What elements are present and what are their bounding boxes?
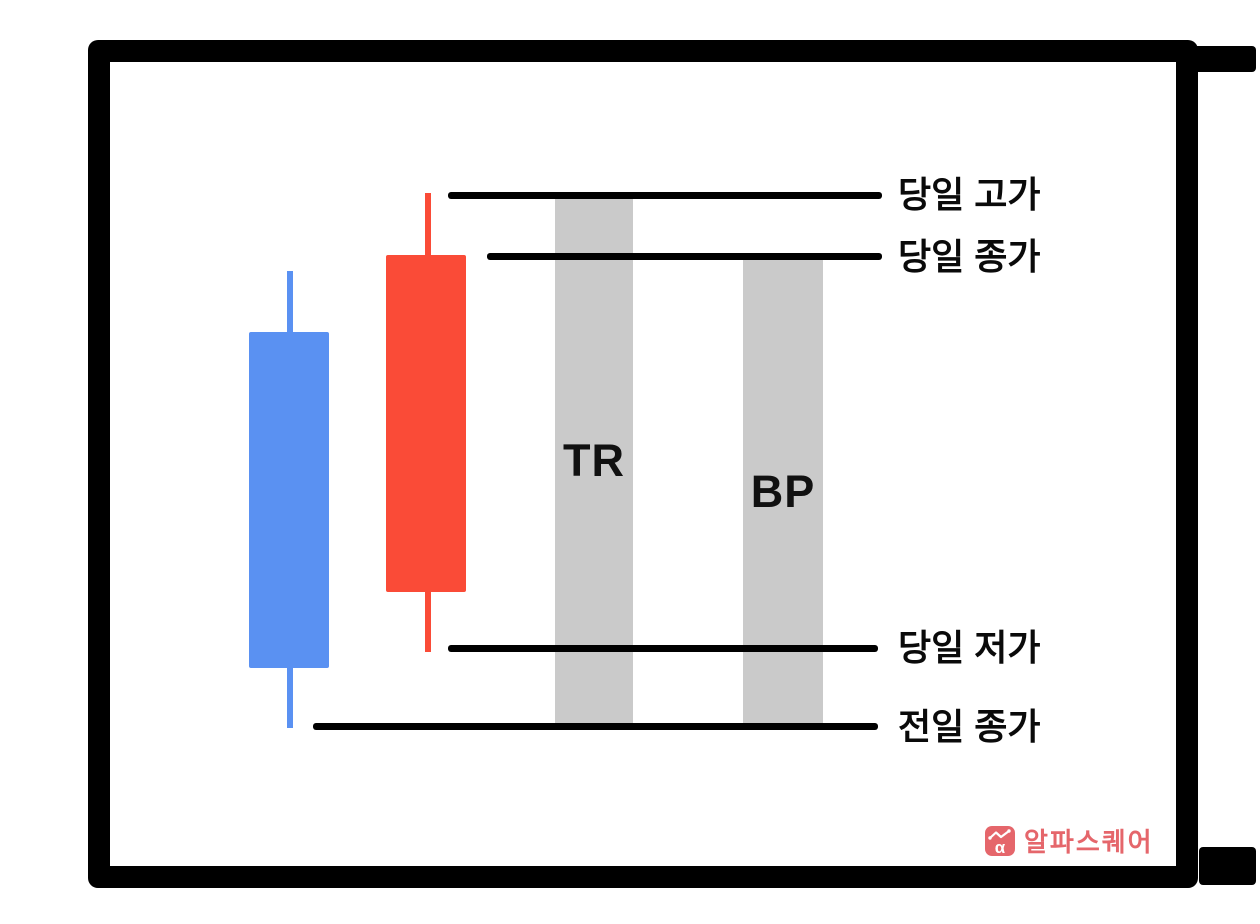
- frame-stroke-overshoot-top: [1183, 46, 1256, 72]
- brand-logo: α 알파스퀘어: [985, 822, 1154, 859]
- frame-stroke-overshoot-bottom: [1199, 847, 1256, 885]
- high-annotation-line: [448, 192, 882, 199]
- buying-pressure-label: BP: [750, 466, 816, 517]
- prev-day-candle-body: [249, 332, 329, 668]
- low-annotation-line: [448, 645, 878, 652]
- true-range-bar: [555, 198, 633, 725]
- true-range-label: TR: [563, 435, 625, 486]
- low-label: 당일 저가: [898, 627, 1041, 668]
- close-annotation-line: [487, 253, 882, 260]
- close-label: 당일 종가: [898, 236, 1041, 277]
- alphasquare-chart-icon: α: [985, 825, 1015, 857]
- alpha-glyph: α: [994, 837, 1006, 857]
- high-label: 당일 고가: [898, 174, 1041, 215]
- brand-name: 알파스퀘어: [1024, 827, 1154, 857]
- zigzag-chart-icon: [988, 828, 1011, 840]
- prev-close-label: 전일 종가: [898, 706, 1041, 747]
- today-candle-body: [386, 255, 466, 592]
- prev-close-annotation-line: [313, 723, 878, 730]
